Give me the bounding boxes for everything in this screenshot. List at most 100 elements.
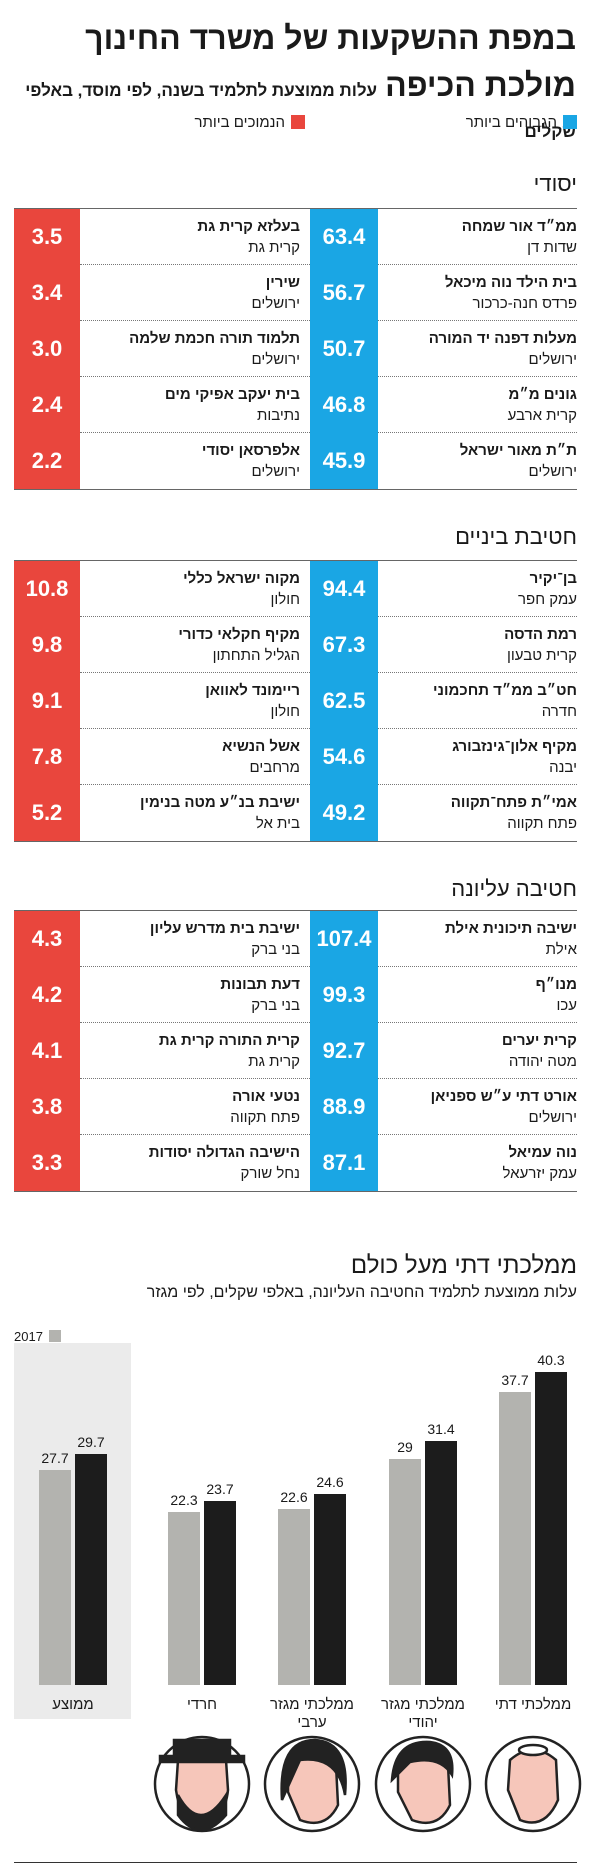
legend-label: 2017 (14, 1329, 43, 1344)
row-divider (80, 264, 310, 265)
low-name: קרית התורה קרית גת (158, 1032, 300, 1049)
low-town: קרית גת (248, 1053, 300, 1070)
low-name: ישיבת בית מדרש עליון (149, 920, 300, 937)
low-name: אשל הנשיא (222, 738, 300, 755)
high-name: ממ״ד אור שמחה (461, 218, 577, 235)
low-town: נתיבות (256, 407, 300, 424)
chart-title: ממלכתי דתי מעל כולם (350, 1252, 577, 1279)
table-row: 63.4 ממ״ד אור שמחה שדות דן 3.5 בעלזא קרית גת… (14, 209, 577, 265)
high-town: חדרה (541, 703, 577, 720)
high-name: ת״ת מאור ישראל (459, 442, 577, 459)
low-name: מקיף חקלאי כדורי (178, 626, 300, 643)
value-label: 37.7 (501, 1371, 529, 1388)
section-title: חטיבה עליונה (451, 876, 577, 901)
low-town: ירושלים (251, 295, 300, 312)
bar (425, 1440, 457, 1685)
table-row: 99.3 מנו״ף עכו 4.2 דעת תבונות בני ברק (14, 967, 577, 1023)
table-rule (14, 1191, 577, 1192)
high-name: רמת הדסה (504, 626, 577, 643)
row-divider (378, 728, 577, 729)
low-value: 2.4 (14, 377, 80, 433)
figure-haredi (153, 1735, 251, 1833)
high-value: 94.4 (310, 561, 378, 617)
low-name: ישיבת בנ״ע מטה בנימין (140, 794, 300, 811)
high-town: פרדס חנה-כרכור (472, 295, 577, 312)
high-name: אורט דתי ע״ש ספניאן (430, 1088, 577, 1105)
figure-arab (263, 1735, 361, 1833)
high-name: מעלות דפנה יד המורה (428, 330, 577, 347)
low-name: נטעי אורה (232, 1088, 300, 1105)
section-title: חטיבת ביניים (455, 524, 577, 549)
low-town: ירושלים (251, 463, 300, 480)
low-name: שירין (265, 274, 300, 291)
low-name: תלמוד תורה חכמת שלמה (129, 330, 300, 347)
high-town: אילת (545, 941, 577, 958)
table-row: 49.2 אמי״ת פתח־תקווה פתח תקווה 5.2 ישיבת בנ״… (14, 785, 577, 841)
bar (314, 1493, 346, 1685)
high-town: ירושלים (528, 463, 577, 480)
high-town: מטה יהודה (508, 1053, 577, 1070)
high-name: ישיבה תיכונית אילת (445, 920, 577, 937)
high-value: 92.7 (310, 1023, 378, 1079)
row-divider (378, 966, 577, 967)
value-label: 29.7 (77, 1434, 105, 1450)
legend-label: הגבוהים ביותר (465, 114, 557, 131)
bar (39, 1469, 71, 1685)
high-value: 67.3 (310, 617, 378, 673)
value-label: 24.6 (316, 1473, 344, 1490)
chart-subtitle: עלות ממוצעת לתלמיד החטיבה העליונה, באלפי… (146, 1284, 577, 1301)
row-divider (378, 616, 577, 617)
high-value: 49.2 (310, 785, 378, 841)
legend-item: 2017 (14, 1329, 67, 1344)
low-value: 2.2 (14, 433, 80, 489)
table-row: 46.8 גונים מ״מ קרית ארבע 2.4 בית יעקב אפיקי … (14, 377, 577, 433)
row-divider (378, 432, 577, 433)
high-town: פתח תקווה (507, 815, 577, 832)
value-label: 31.4 (427, 1420, 455, 1437)
high-name: בן־יקיר (529, 570, 577, 587)
row-divider (378, 1022, 577, 1023)
low-town: הגליל התחתון (212, 647, 300, 664)
bar (168, 1511, 200, 1685)
low-value: 4.2 (14, 967, 80, 1023)
low-value: 9.8 (14, 617, 80, 673)
high-town: שדות דן (527, 239, 577, 256)
row-divider (378, 320, 577, 321)
high-town: קרית טבעון (507, 647, 577, 664)
low-value: 10.8 (14, 561, 80, 617)
legend-swatch (563, 115, 577, 129)
row-divider (80, 672, 310, 673)
low-value: 5.2 (14, 785, 80, 841)
high-town: ירושלים (528, 1109, 577, 1126)
table-rule (14, 489, 577, 490)
table-rule (14, 910, 577, 911)
highlight-panel (14, 1343, 131, 1719)
table-row: 92.7 קרית יערים מטה יהודה 4.1 קרית התורה קרי… (14, 1023, 577, 1079)
table-row: 56.7 בית הילד נוה מיכאל פרדס חנה-כרכור 3.4 ש… (14, 265, 577, 321)
bar (499, 1391, 531, 1685)
row-divider (80, 320, 310, 321)
low-value: 7.8 (14, 729, 80, 785)
high-value: 63.4 (310, 209, 378, 265)
row-divider (378, 376, 577, 377)
row-divider (378, 1078, 577, 1079)
row-divider (378, 672, 577, 673)
low-town: בני ברק (251, 997, 300, 1014)
low-town: חולון (270, 703, 300, 720)
bottom-rule (14, 1862, 577, 1863)
x-tick-label: חרדי (186, 1696, 218, 1713)
low-town: קרית גת (248, 239, 300, 256)
legend-swatch (48, 1330, 61, 1342)
high-name: קרית יערים (501, 1032, 577, 1049)
low-value: 3.4 (14, 265, 80, 321)
low-name: דעת תבונות (220, 976, 300, 993)
low-name: ריימונד לאוואן (205, 682, 300, 699)
low-town: בית אל (255, 815, 300, 832)
high-value: 99.3 (310, 967, 378, 1023)
table-row: 88.9 אורט דתי ע״ש ספניאן ירושלים 3.8 נטעי או… (14, 1079, 577, 1135)
high-value: 46.8 (310, 377, 378, 433)
x-tick-label: ממלכתי מגזר יהודי (381, 1696, 465, 1731)
row-divider (80, 616, 310, 617)
low-town: ירושלים (251, 351, 300, 368)
